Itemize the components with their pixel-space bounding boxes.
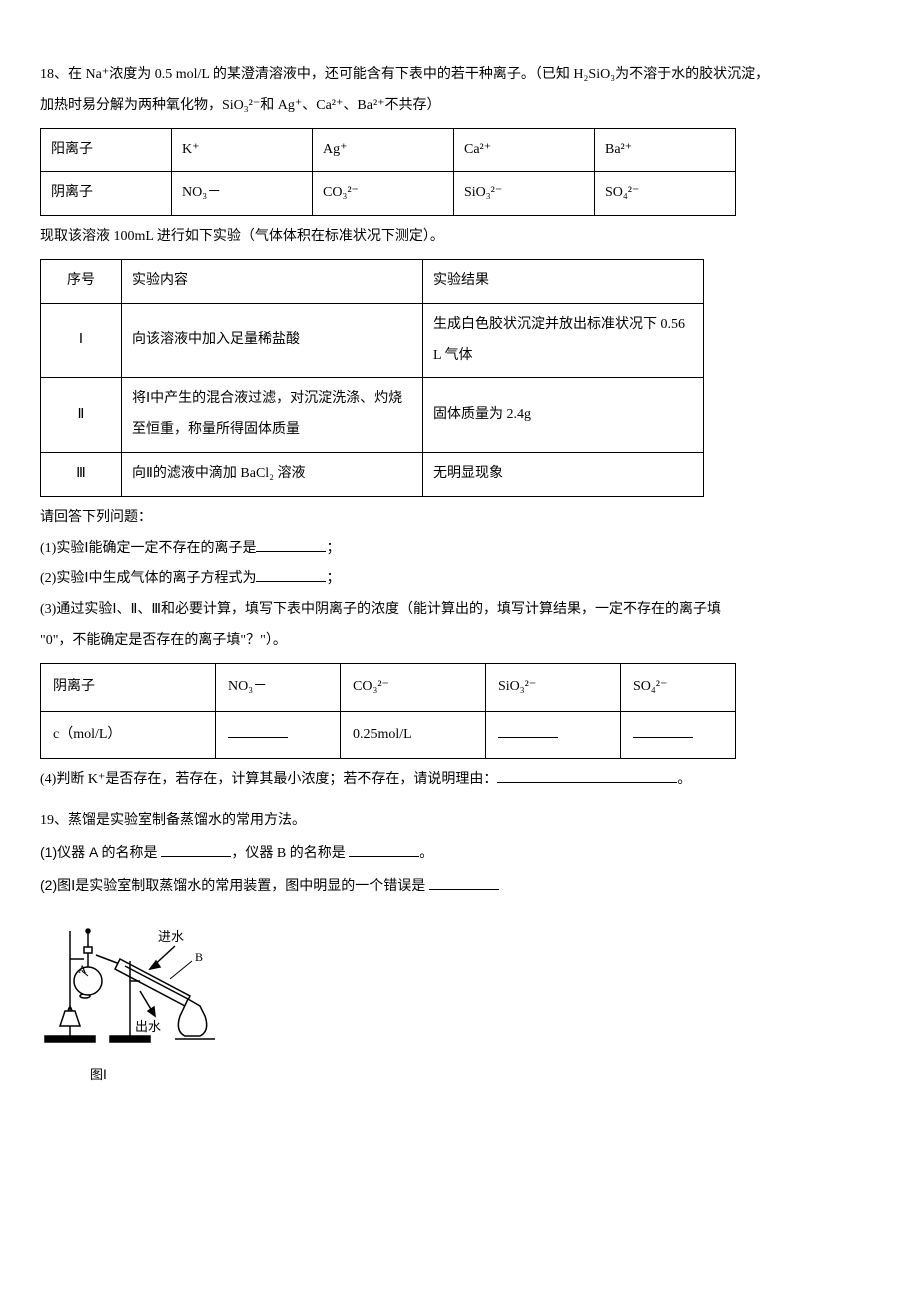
cell: CO₃²⁻	[313, 172, 454, 216]
q18-intro-line2: 加热时易分解为两种氧化物，SiO₃²⁻和 Ag⁺、Ca²⁺、Ba²⁺不共存）	[40, 91, 880, 122]
cell: CO₃²⁻	[341, 663, 486, 711]
q18-q1-tail: ；	[326, 541, 340, 556]
q19-p2-a: (2)图Ⅰ是实验室制取蒸馏水的常用装置，图中明显的一个错误是	[40, 877, 429, 893]
q19-figure: A B 进水 出水 图Ⅰ	[40, 911, 880, 1090]
header-result: 实验结果	[423, 259, 704, 303]
cell: K⁺	[172, 128, 313, 172]
row-label: c（mol/L）	[41, 711, 216, 759]
q18-experiment-table: 序号 实验内容 实验结果 Ⅰ 向该溶液中加入足量稀盐酸 生成白色胶状沉淀并放出标…	[40, 259, 704, 497]
cell: SiO₃²⁻	[454, 172, 595, 216]
q18-q2-tail: ；	[326, 571, 340, 586]
cell-content: 将Ⅰ中产生的混合液过滤，对沉淀洗涤、灼烧至恒重，称量所得固体质量	[122, 378, 423, 453]
label-water-in: 进水	[158, 929, 184, 944]
cell: SO₄²⁻	[621, 663, 736, 711]
cell-seq: Ⅱ	[41, 378, 122, 453]
q18-q4-tail: 。	[677, 772, 691, 787]
q18-intro-line1: 18、在 Na⁺浓度为 0.5 mol/L 的某澄清溶液中，还可能含有下表中的若…	[40, 60, 880, 91]
table-row: 阴离子 NO₃－ CO₃²⁻ SiO₃²⁻ SO₄²⁻	[41, 172, 736, 216]
q19-p1-a: (1)仪器 A 的名称是	[40, 844, 161, 860]
cell-content: 向该溶液中加入足量稀盐酸	[122, 303, 423, 378]
header-content: 实验内容	[122, 259, 423, 303]
q19-intro: 19、蒸馏是实验室制备蒸馏水的常用方法。	[40, 806, 880, 837]
q18-q3-line1: (3)通过实验Ⅰ、Ⅱ、Ⅲ和必要计算，填写下表中阴离子的浓度（能计算出的，填写计算…	[40, 595, 880, 626]
label-water-out: 出水	[135, 1019, 161, 1034]
cell-blank	[216, 711, 341, 759]
cell: NO₃－	[172, 172, 313, 216]
q19-p2: (2)图Ⅰ是实验室制取蒸馏水的常用装置，图中明显的一个错误是	[40, 870, 880, 903]
q18-q1: (1)实验Ⅰ能确定一定不存在的离子是 ；	[40, 534, 880, 565]
table-row: 阳离子 K⁺ Ag⁺ Ca²⁺ Ba²⁺	[41, 128, 736, 172]
distillation-apparatus-icon: A B 进水 出水	[40, 911, 240, 1061]
cell: Ag⁺	[313, 128, 454, 172]
figure-caption: 图Ⅰ	[90, 1061, 880, 1090]
q18-question-prompt: 请回答下列问题：	[40, 503, 880, 534]
cell-seq: Ⅲ	[41, 452, 122, 496]
q19-p1-mid: ，仪器 B 的名称是	[231, 846, 349, 861]
cell-result: 固体质量为 2.4g	[423, 378, 704, 453]
blank-field	[498, 723, 558, 738]
table-row: c（mol/L） 0.25mol/L	[41, 711, 736, 759]
cell-result: 无明显现象	[423, 452, 704, 496]
q19-p1-b: 。	[419, 846, 433, 861]
cell: NO₃－	[216, 663, 341, 711]
header-seq: 序号	[41, 259, 122, 303]
q18-q2-text: (2)实验Ⅰ中生成气体的离子方程式为	[40, 571, 256, 586]
blank-field	[429, 875, 499, 890]
table-row: Ⅱ 将Ⅰ中产生的混合液过滤，对沉淀洗涤、灼烧至恒重，称量所得固体质量 固体质量为…	[41, 378, 704, 453]
q18-anion-concentration-table: 阴离子 NO₃－ CO₃²⁻ SiO₃²⁻ SO₄²⁻ c（mol/L） 0.2…	[40, 663, 736, 760]
q18-q3-line2: "0"，不能确定是否存在的离子填"？"）。	[40, 626, 880, 657]
label-B: B	[195, 950, 203, 964]
cell-seq: Ⅰ	[41, 303, 122, 378]
cell-blank	[621, 711, 736, 759]
table-row: 阴离子 NO₃－ CO₃²⁻ SiO₃²⁻ SO₄²⁻	[41, 663, 736, 711]
header-anion: 阴离子	[41, 663, 216, 711]
cell: Ba²⁺	[595, 128, 736, 172]
cell: SO₄²⁻	[595, 172, 736, 216]
table-row: 序号 实验内容 实验结果	[41, 259, 704, 303]
q18-q2: (2)实验Ⅰ中生成气体的离子方程式为 ；	[40, 564, 880, 595]
cell-content: 向Ⅱ的滤液中滴加 BaCl₂ 溶液	[122, 452, 423, 496]
cell: SiO₃²⁻	[486, 663, 621, 711]
cell-anion-label: 阴离子	[41, 172, 172, 216]
q18-q4-text: (4)判断 K⁺是否存在，若存在，计算其最小浓度；若不存在，请说明理由：	[40, 772, 497, 787]
cell-blank	[486, 711, 621, 759]
blank-field	[228, 723, 288, 738]
blank-field	[161, 842, 231, 857]
cell-result: 生成白色胶状沉淀并放出标准状况下 0.56 L 气体	[423, 303, 704, 378]
q18-q1-text: (1)实验Ⅰ能确定一定不存在的离子是	[40, 541, 256, 556]
table-row: Ⅰ 向该溶液中加入足量稀盐酸 生成白色胶状沉淀并放出标准状况下 0.56 L 气…	[41, 303, 704, 378]
blank-field	[633, 723, 693, 738]
blank-field	[256, 537, 326, 552]
q18-q4: (4)判断 K⁺是否存在，若存在，计算其最小浓度；若不存在，请说明理由： 。	[40, 765, 880, 796]
cell-value: 0.25mol/L	[341, 711, 486, 759]
blank-field	[349, 842, 419, 857]
cell: Ca²⁺	[454, 128, 595, 172]
blank-field	[256, 567, 326, 582]
q18-ion-table: 阳离子 K⁺ Ag⁺ Ca²⁺ Ba²⁺ 阴离子 NO₃－ CO₃²⁻ SiO₃…	[40, 128, 736, 217]
blank-field	[497, 768, 677, 783]
table-row: Ⅲ 向Ⅱ的滤液中滴加 BaCl₂ 溶液 无明显现象	[41, 452, 704, 496]
q19-p1: (1)仪器 A 的名称是 ，仪器 B 的名称是 。	[40, 837, 880, 870]
cell-cation-label: 阳离子	[41, 128, 172, 172]
q18-exp-intro: 现取该溶液 100mL 进行如下实验（气体体积在标准状况下测定）。	[40, 222, 880, 253]
